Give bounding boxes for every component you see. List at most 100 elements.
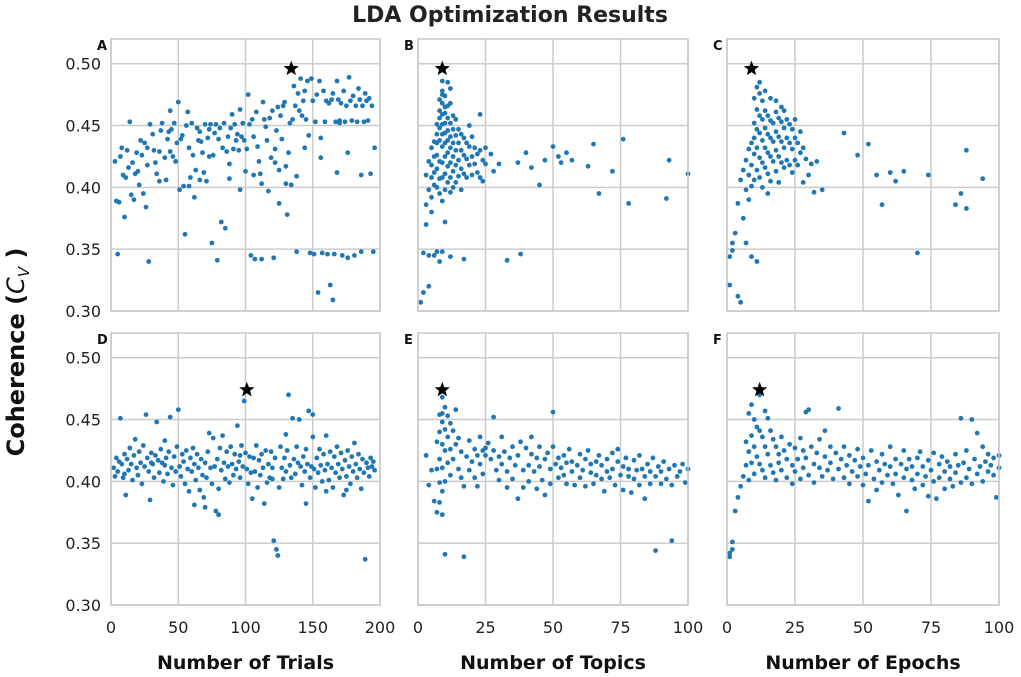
- scatter-point: [421, 250, 426, 256]
- scatter-point: [650, 455, 656, 461]
- x-tick-label: 75: [921, 618, 941, 637]
- scatter-point: [800, 145, 806, 151]
- scatter-point: [666, 466, 672, 472]
- scatter-point: [181, 459, 187, 464]
- scatter-point: [483, 453, 488, 458]
- scatter-point: [529, 165, 534, 171]
- scatter-point: [936, 475, 942, 481]
- scatter-point: [179, 133, 185, 138]
- scatter-point: [518, 251, 523, 257]
- scatter-point: [276, 167, 282, 173]
- scatter-point: [751, 120, 757, 126]
- scatter-point: [534, 455, 540, 461]
- scatter-point: [526, 479, 532, 484]
- scatter-point: [439, 78, 445, 84]
- scatter-point: [448, 472, 453, 478]
- scatter-point: [418, 299, 424, 305]
- scatter-point: [844, 462, 850, 468]
- scatter-point: [256, 457, 262, 463]
- scatter-point: [236, 459, 242, 464]
- scatter-point: [637, 482, 642, 488]
- scatter-point: [811, 461, 817, 467]
- scatter-point: [138, 460, 144, 466]
- panel-label: E: [404, 333, 413, 348]
- scatter-point: [361, 470, 367, 476]
- scatter-point: [448, 160, 453, 166]
- scatter-point: [906, 456, 912, 462]
- scatter-point: [488, 151, 494, 157]
- scatter-point: [564, 460, 569, 466]
- scatter-point: [768, 428, 773, 434]
- scatter-point: [283, 469, 289, 474]
- scatter-point: [368, 171, 373, 177]
- scatter-point: [259, 181, 264, 187]
- scatter-point: [757, 130, 762, 136]
- scatter-point: [120, 475, 126, 481]
- scatter-point: [485, 440, 491, 446]
- scatter-point: [213, 121, 219, 127]
- scatter-point: [803, 455, 809, 461]
- scatter-point: [461, 256, 467, 262]
- x-axis-label: Number of Trials: [157, 652, 334, 674]
- scatter-point: [904, 508, 909, 514]
- scatter-point: [499, 461, 505, 467]
- y-tick-label: 0.45: [65, 411, 101, 430]
- scatter-point: [751, 444, 757, 450]
- scatter-point: [123, 492, 129, 498]
- scatter-point: [303, 117, 309, 122]
- scatter-point: [144, 145, 150, 151]
- scatter-point: [781, 108, 787, 114]
- scatter-point: [631, 476, 637, 482]
- scatter-point: [294, 249, 299, 255]
- scatter-point: [896, 492, 901, 498]
- scatter-point: [128, 461, 134, 467]
- scatter-point: [942, 486, 947, 492]
- scatter-point: [852, 457, 858, 463]
- scatter-point: [142, 464, 148, 469]
- scatter-point: [232, 451, 238, 457]
- scatter-point: [620, 136, 626, 142]
- scatter-point: [154, 171, 160, 177]
- scatter-point: [770, 159, 776, 164]
- scatter-point: [426, 283, 432, 289]
- scatter-point: [231, 472, 236, 478]
- scatter-point: [442, 551, 448, 557]
- scatter-point: [299, 113, 305, 119]
- scatter-point: [749, 162, 754, 168]
- scatter-point: [202, 460, 208, 466]
- scatter-point: [439, 465, 445, 471]
- scatter-point: [781, 125, 787, 131]
- scatter-point: [985, 451, 991, 457]
- scatter-point: [727, 282, 733, 288]
- scatter-point: [751, 417, 757, 422]
- scatter-point: [162, 462, 168, 468]
- scatter-point: [588, 461, 594, 467]
- scatter-point: [151, 147, 157, 153]
- scatter-point: [153, 160, 158, 166]
- scatter-point: [596, 191, 602, 196]
- scatter-point: [298, 76, 303, 81]
- scatter-point: [266, 188, 271, 194]
- x-tick-label: 0: [722, 618, 732, 637]
- best-point-star: [752, 381, 768, 397]
- scatter-point: [327, 282, 333, 288]
- scatter-point: [307, 475, 313, 481]
- scatter-point: [135, 168, 141, 174]
- scatter-point: [439, 92, 445, 97]
- scatter-point: [491, 448, 496, 453]
- scatter-point: [338, 100, 344, 106]
- scatter-point: [779, 434, 784, 440]
- scatter-point: [784, 456, 790, 462]
- scatter-point: [225, 134, 231, 140]
- scatter-point: [450, 126, 456, 132]
- scatter-point: [442, 479, 448, 484]
- scatter-point: [453, 117, 459, 122]
- scatter-point: [583, 456, 588, 462]
- scatter-point: [730, 240, 735, 246]
- scatter-point: [243, 168, 248, 174]
- scatter-point: [165, 136, 170, 142]
- scatter-point: [437, 115, 442, 121]
- scatter-point: [610, 466, 615, 472]
- scatter-point: [456, 466, 461, 472]
- scatter-point: [610, 450, 615, 456]
